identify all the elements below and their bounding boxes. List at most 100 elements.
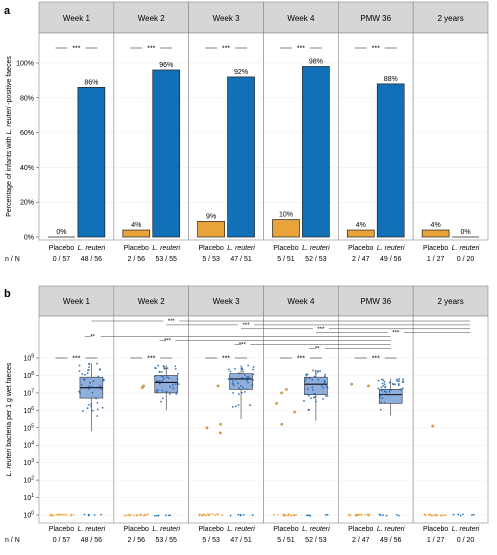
reuteri-point: [383, 383, 386, 386]
reuteri-point: [162, 377, 165, 380]
placebo-point: [272, 513, 275, 516]
reuteri-point: [325, 385, 328, 388]
placebo-point: [280, 422, 284, 426]
reuteri-point: [385, 514, 388, 517]
reuteri-point: [308, 408, 310, 411]
y-tick-label: 107: [23, 388, 34, 397]
x-group-label: L. reuteri: [377, 526, 405, 533]
sig-label: ***: [72, 356, 80, 363]
n-over-N: 49 / 56: [380, 537, 402, 544]
reuteri-point: [324, 514, 327, 516]
reuteri-point: [153, 375, 156, 378]
x-group-label: Placebo: [423, 526, 448, 533]
placebo-point: [138, 514, 141, 517]
placebo-point: [368, 513, 371, 516]
facet-title: Week 2: [138, 297, 166, 306]
reuteri-point: [161, 389, 164, 392]
facet-title: Week 2: [138, 14, 166, 23]
reuteri-point: [155, 380, 158, 383]
reuteri-point: [101, 406, 104, 409]
n-over-N: 2 / 56: [128, 256, 146, 263]
reuteri-point: [229, 370, 232, 373]
reuteri-point: [380, 401, 383, 404]
reuteri-point: [237, 513, 240, 516]
y-tick-label: 104: [23, 441, 34, 450]
placebo-point: [55, 513, 58, 516]
sig-label: ***: [222, 356, 230, 363]
n-over-N: 1 / 27: [427, 256, 445, 263]
reuteri-point: [155, 390, 158, 393]
bar-value-label: 96%: [159, 62, 173, 69]
reuteri-point: [471, 514, 473, 517]
reuteri-point: [98, 385, 101, 388]
reuteri-point: [160, 375, 163, 377]
reuteri-point: [160, 400, 163, 403]
placebo-point: [280, 391, 283, 395]
facet-strip: [338, 1, 414, 34]
reuteri-point: [242, 514, 245, 516]
facet-title: Week 4: [287, 14, 315, 23]
reuteri-point: [380, 378, 383, 381]
reuteri-point: [452, 513, 455, 516]
placebo-point: [217, 513, 220, 516]
placebo-point: [60, 513, 63, 516]
bar-value-label: 98%: [309, 58, 323, 65]
comparison-label: ***: [239, 342, 247, 348]
reuteri-point: [307, 394, 310, 397]
x-group-label: Placebo: [49, 245, 74, 252]
reuteri-point: [304, 380, 306, 383]
reuteri-point: [247, 381, 249, 384]
reuteri-point: [319, 370, 321, 372]
facet-panel: [338, 315, 414, 524]
reuteri-point: [392, 383, 395, 386]
reuteri-point: [381, 382, 384, 385]
placebo-point: [282, 513, 285, 516]
n-over-N: 0 / 57: [53, 537, 71, 544]
n-over-N: 48 / 56: [81, 256, 103, 263]
reuteri-point: [166, 367, 169, 370]
n-over-N: 53 / 55: [156, 256, 178, 263]
reuteri-point: [316, 370, 319, 373]
reuteri-point: [311, 378, 314, 381]
reuteri-point: [243, 374, 246, 376]
reuteri-point: [384, 386, 386, 389]
n-over-N: 0 / 20: [457, 256, 475, 263]
n-over-N-label: n / N: [5, 537, 20, 544]
reuteri-point: [82, 410, 84, 413]
facet-title: Week 1: [63, 14, 91, 23]
reuteri-point: [310, 397, 312, 400]
y-tick-label: 108: [23, 371, 34, 380]
placebo-point: [142, 384, 145, 388]
reuteri-point: [93, 514, 96, 517]
reuteri-point: [238, 387, 241, 390]
reuteri-point: [251, 384, 254, 386]
reuteri-point: [397, 384, 400, 386]
reuteri-point: [89, 381, 92, 384]
y-tick-label: 103: [23, 458, 34, 467]
placebo-point: [295, 514, 298, 516]
placebo-point: [128, 514, 131, 517]
placebo-point: [140, 514, 142, 517]
placebo-point: [212, 513, 214, 516]
placebo-point: [283, 514, 285, 517]
n-over-N: 52 / 53: [305, 256, 327, 263]
facet-panel: [412, 315, 489, 524]
bar-value-label: 88%: [384, 76, 398, 83]
n-over-N: 5 / 53: [202, 537, 220, 544]
reuteri-point: [86, 407, 89, 410]
reuteri-point: [242, 370, 245, 373]
placebo-point: [61, 513, 64, 516]
reuteri-point: [78, 390, 81, 393]
reuteri-point: [382, 379, 385, 382]
comparison-label: ***: [168, 319, 176, 325]
reuteri-point: [162, 365, 165, 367]
facet-title: 2 years: [437, 14, 463, 23]
facet-strip: [412, 1, 489, 34]
bar-value-label: 4%: [356, 222, 366, 229]
placebo-point: [136, 513, 139, 516]
reuteri-point: [314, 395, 317, 398]
reuteri-point: [377, 387, 380, 390]
x-group-label: Placebo: [273, 526, 298, 533]
placebo-point: [364, 514, 367, 516]
